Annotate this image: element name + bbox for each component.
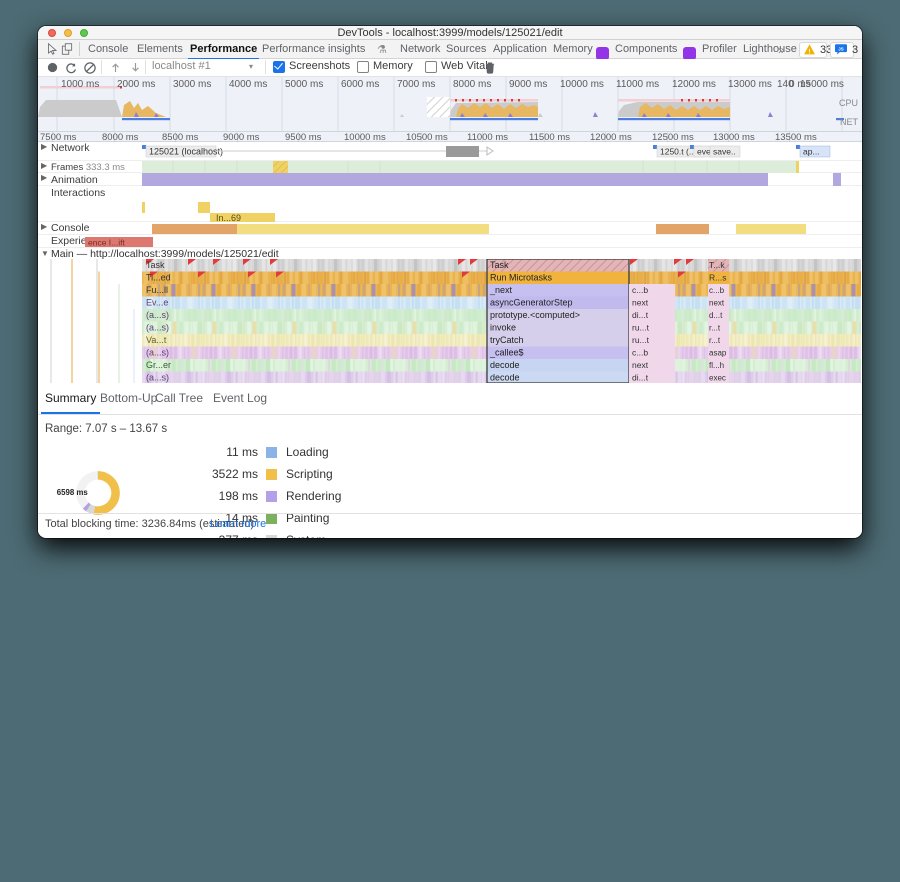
svg-text:Ev...e: Ev...e — [146, 298, 168, 308]
svg-text:(a...s): (a...s) — [146, 323, 169, 333]
svg-text:decode: decode — [490, 360, 520, 370]
svg-text:6598 ms: 6598 ms — [57, 488, 89, 497]
svg-text:c...b: c...b — [632, 285, 648, 295]
svg-text:_callee$: _callee$ — [489, 348, 524, 358]
svg-text:R...s: R...s — [709, 273, 726, 283]
svg-text:Fu...ll: Fu...ll — [146, 285, 168, 295]
svg-text:(a...s): (a...s) — [146, 373, 169, 383]
svg-text:ence I...ift: ence I...ift — [88, 238, 125, 248]
svg-text:next: next — [632, 360, 649, 370]
svg-text:prototype.<computed>: prototype.<computed> — [490, 310, 580, 320]
svg-text:d...t: d...t — [709, 311, 723, 320]
svg-text:invoke: invoke — [490, 323, 516, 333]
svg-text:Run Microtasks: Run Microtasks — [490, 273, 553, 283]
svg-text:Task: Task — [490, 260, 509, 270]
svg-text:Gr...er: Gr...er — [146, 360, 171, 370]
svg-text:c...b: c...b — [709, 286, 725, 295]
svg-text:125021 (localhost): 125021 (localhost) — [149, 147, 223, 157]
svg-text:fl...h: fl...h — [709, 361, 724, 370]
svg-text:ru...t: ru...t — [632, 335, 650, 345]
svg-text:asyncGeneratorStep: asyncGeneratorStep — [490, 298, 573, 308]
svg-text:asap: asap — [709, 349, 727, 358]
svg-text:ru...t: ru...t — [632, 323, 650, 333]
svg-text:In...69: In...69 — [216, 213, 241, 222]
svg-text:di...t: di...t — [632, 310, 649, 320]
svg-text:Task: Task — [146, 260, 165, 270]
svg-text:r...t: r...t — [709, 324, 721, 333]
svg-text:Ti...ed: Ti...ed — [146, 273, 171, 283]
svg-text:next: next — [709, 299, 725, 308]
svg-text:ap...: ap... — [803, 147, 820, 157]
svg-text:tryCatch: tryCatch — [490, 335, 524, 345]
svg-text:(a...s): (a...s) — [146, 310, 169, 320]
svg-text:exec: exec — [709, 374, 726, 383]
svg-text:save..: save.. — [713, 147, 736, 157]
svg-text:di...t: di...t — [632, 373, 649, 383]
svg-text:decode: decode — [490, 373, 520, 383]
svg-text:Va...t: Va...t — [146, 335, 167, 345]
svg-text:_next: _next — [489, 285, 513, 295]
svg-text:r...t: r...t — [709, 336, 721, 345]
svg-text:next: next — [632, 298, 649, 308]
svg-text:c...b: c...b — [632, 348, 648, 358]
svg-text:(a...s): (a...s) — [146, 348, 169, 358]
svg-text:!: ! — [808, 48, 810, 55]
svg-text:JS: JS — [838, 46, 844, 51]
svg-text:T...k: T...k — [709, 260, 725, 270]
